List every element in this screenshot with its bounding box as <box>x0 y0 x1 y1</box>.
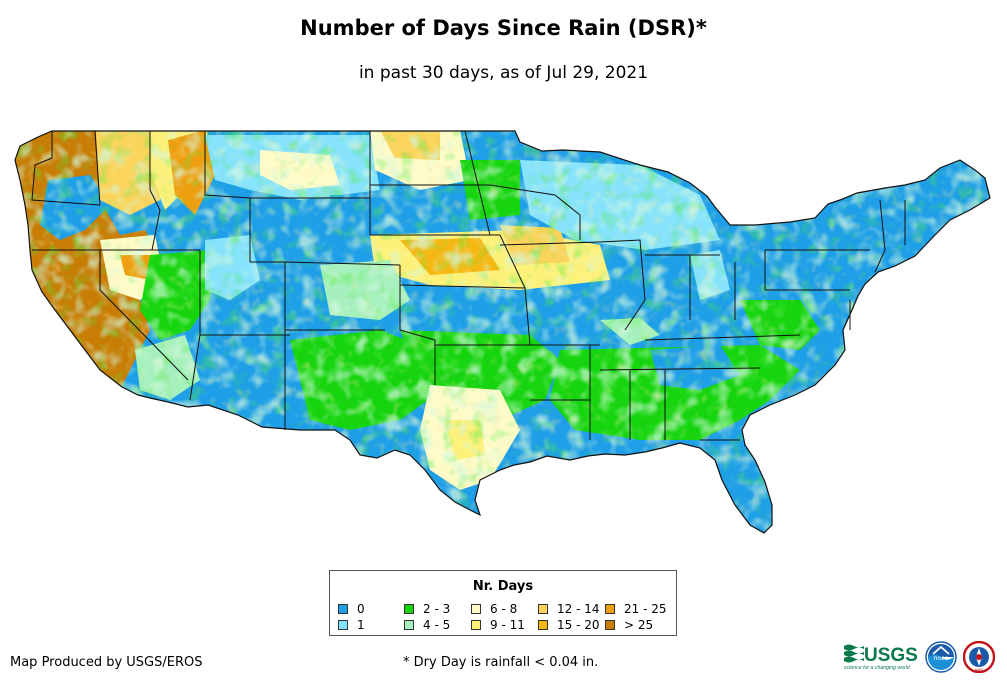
legend-item-1: 1 <box>338 618 365 632</box>
noaa-logo: noaa <box>925 641 957 673</box>
legend-item-3: 4 - 5 <box>404 618 450 632</box>
legend-swatch <box>404 604 414 614</box>
legend-swatch <box>471 620 481 630</box>
dsr-map <box>14 130 991 534</box>
legend-title: Nr. Days <box>472 579 534 594</box>
map-title: Number of Days Since Rain (DSR)* <box>300 16 707 40</box>
legend-swatch <box>404 620 414 630</box>
legend-item-0: 0 <box>338 602 365 616</box>
legend-item-4: 6 - 8 <box>471 602 517 616</box>
legend-swatch <box>538 604 548 614</box>
legend-swatch <box>605 620 615 630</box>
legend-swatch <box>471 604 481 614</box>
legend-item-8: 21 - 25 <box>605 602 667 616</box>
legend-item-2: 2 - 3 <box>404 602 450 616</box>
noaa-wordmark: noaa <box>934 655 949 662</box>
usgs-wordmark: USGS <box>864 645 918 666</box>
credit-text: Map Produced by USGS/EROS <box>10 655 203 670</box>
usgs-wave-icon <box>844 644 864 663</box>
footnote-text: * Dry Day is rainfall < 0.04 in. <box>403 655 599 670</box>
legend-label: 6 - 8 <box>490 602 518 616</box>
legend-label: 9 - 11 <box>490 618 525 632</box>
legend: Nr. Days 0 1 2 - 3 4 - 5 6 - 8 9 - 11 12… <box>329 570 677 636</box>
usgs-logo: USGS science for a changing world <box>844 644 918 671</box>
usgs-tagline: science for a changing world <box>844 665 911 671</box>
legend-label: 12 - 14 <box>557 602 600 616</box>
legend-label: 2 - 3 <box>423 602 451 616</box>
legend-item-7: 15 - 20 <box>538 618 600 632</box>
legend-swatch <box>605 604 615 614</box>
legend-swatch <box>538 620 548 630</box>
legend-label: 1 <box>357 618 365 632</box>
legend-label: 21 - 25 <box>624 602 667 616</box>
legend-label: > 25 <box>624 618 654 632</box>
legend-label: 4 - 5 <box>423 618 451 632</box>
map-subtitle: in past 30 days, as of Jul 29, 2021 <box>358 63 649 83</box>
legend-item-6: 12 - 14 <box>538 602 600 616</box>
legend-item-9: > 25 <box>605 618 653 632</box>
legend-swatch <box>338 604 348 614</box>
nws-logo: NWS <box>963 641 995 673</box>
legend-label: 15 - 20 <box>557 618 600 632</box>
legend-item-5: 9 - 11 <box>471 618 525 632</box>
legend-swatch <box>338 620 348 630</box>
nws-wordmark: NWS <box>975 668 984 672</box>
legend-label: 0 <box>357 602 365 616</box>
